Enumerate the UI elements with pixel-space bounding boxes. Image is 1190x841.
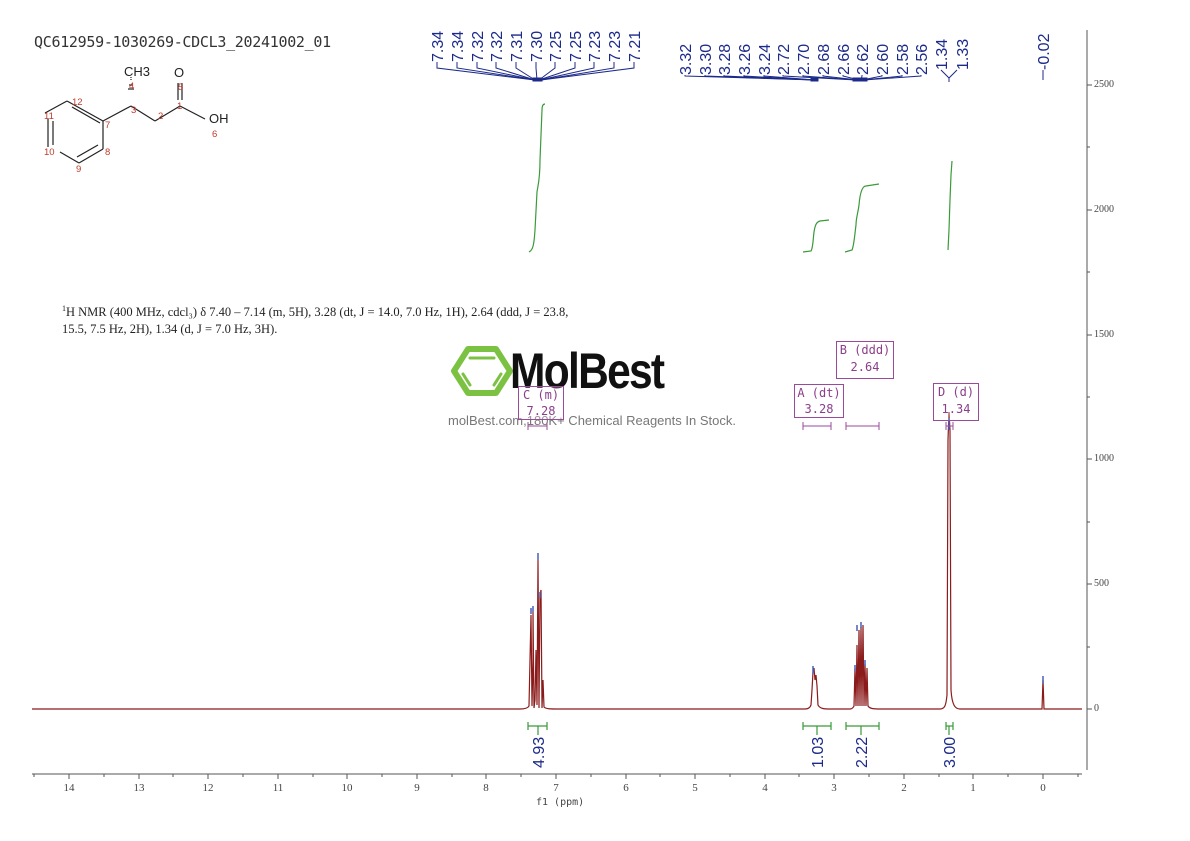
x-tick-8: 8 bbox=[483, 782, 489, 794]
x-tick-4: 4 bbox=[762, 782, 768, 794]
svg-text:7.34: 7.34 bbox=[450, 31, 467, 62]
multiplet-box-c: C (m) 7.28 bbox=[518, 386, 564, 420]
x-tick-1: 1 bbox=[970, 782, 976, 794]
x-tick-13: 13 bbox=[133, 782, 145, 794]
multiplet-box-a: A (dt) 3.28 bbox=[794, 384, 844, 418]
x-tick-9: 9 bbox=[414, 782, 420, 794]
x-axis-label: f1 (ppm) bbox=[536, 797, 585, 808]
svg-text:5: 5 bbox=[178, 82, 183, 93]
svg-text:2.56: 2.56 bbox=[914, 44, 931, 75]
nmr-description-line2: 15.5, 7.5 Hz, 2H), 1.34 (d, J = 7.0 Hz, … bbox=[62, 322, 278, 337]
svg-text:12: 12 bbox=[72, 97, 83, 108]
svg-text:7.21: 7.21 bbox=[627, 31, 644, 62]
x-tick-5: 5 bbox=[692, 782, 698, 794]
oxygen-label: O bbox=[174, 65, 184, 80]
multiplet-box-b: B (ddd) 2.64 bbox=[836, 341, 894, 379]
oh-label: OH bbox=[209, 111, 229, 126]
svg-text:3.30: 3.30 bbox=[698, 44, 715, 75]
svg-text:3.32: 3.32 bbox=[678, 44, 695, 75]
svg-text:3.28: 3.28 bbox=[717, 44, 734, 75]
multiplet-box-d: D (d) 1.34 bbox=[933, 383, 979, 421]
svg-text:4: 4 bbox=[129, 81, 134, 92]
peak-markers bbox=[530, 418, 1044, 684]
svg-text:7: 7 bbox=[105, 120, 110, 131]
svg-text:7.32: 7.32 bbox=[470, 31, 487, 62]
x-tick-2: 2 bbox=[901, 782, 907, 794]
chemical-structure: CH3 O OH 1 2 3 4 5 6 7 8 9 10 11 12 bbox=[44, 64, 229, 175]
multiplet-brackets bbox=[527, 422, 954, 430]
svg-text:7.23: 7.23 bbox=[607, 31, 624, 62]
svg-text:7.34: 7.34 bbox=[430, 31, 447, 62]
peak-leader-lines-aliphatic bbox=[684, 69, 1044, 82]
svg-text:9: 9 bbox=[76, 164, 81, 175]
x-tick-0: 0 bbox=[1040, 782, 1046, 794]
sample-title: QC612959-1030269-CDCL3_20241002_01 bbox=[34, 33, 331, 51]
svg-text:7.25: 7.25 bbox=[568, 31, 585, 62]
nmr-description-line1: H NMR (400 MHz, cdcl₃) δ 7.40 – 7.14 (m,… bbox=[66, 305, 569, 320]
svg-text:2.70: 2.70 bbox=[796, 44, 813, 75]
svg-text:11: 11 bbox=[44, 111, 54, 122]
peak-label-text: 7.34 7.34 7.32 7.32 7.31 7.30 7.25 7.25 … bbox=[430, 31, 1053, 75]
svg-text:6: 6 bbox=[212, 129, 217, 140]
y-tick-2500: 2500 bbox=[1094, 79, 1114, 90]
y-tick-1500: 1500 bbox=[1094, 329, 1114, 340]
svg-text:10: 10 bbox=[44, 147, 55, 158]
x-tick-10: 10 bbox=[341, 782, 353, 794]
svg-text:2.66: 2.66 bbox=[836, 44, 853, 75]
molbest-tagline: molBest.com,180K+ Chemical Reagents In S… bbox=[448, 413, 736, 428]
integral-curves bbox=[528, 103, 953, 253]
svg-text:3.24: 3.24 bbox=[757, 44, 774, 75]
svg-text:7.31: 7.31 bbox=[509, 31, 526, 62]
x-tick-6: 6 bbox=[623, 782, 629, 794]
x-axis bbox=[32, 773, 1082, 779]
integral-brackets bbox=[527, 722, 954, 735]
svg-text:1: 1 bbox=[177, 101, 182, 112]
spectrum-trace bbox=[32, 411, 1082, 710]
x-tick-14: 14 bbox=[63, 782, 75, 794]
svg-text:2.58: 2.58 bbox=[895, 44, 912, 75]
molbest-logo-icon bbox=[451, 346, 513, 396]
svg-text:7.32: 7.32 bbox=[489, 31, 506, 62]
y-axis bbox=[1086, 30, 1092, 770]
svg-text:-0.02: -0.02 bbox=[1036, 33, 1053, 70]
svg-text:3: 3 bbox=[131, 105, 136, 116]
y-tick-0: 0 bbox=[1094, 703, 1099, 714]
x-tick-3: 3 bbox=[831, 782, 837, 794]
y-tick-2000: 2000 bbox=[1094, 204, 1114, 215]
svg-text:7.23: 7.23 bbox=[587, 31, 604, 62]
svg-text:1.33: 1.33 bbox=[955, 39, 972, 70]
y-tick-1000: 1000 bbox=[1094, 453, 1114, 464]
svg-text:8: 8 bbox=[105, 147, 110, 158]
x-tick-7: 7 bbox=[553, 782, 559, 794]
nmr-description: 1H NMR (400 MHz, cdcl₃) δ 7.40 – 7.14 (m… bbox=[62, 300, 622, 338]
svg-text:2: 2 bbox=[158, 111, 163, 122]
x-tick-11: 11 bbox=[272, 782, 284, 794]
svg-text:7.25: 7.25 bbox=[548, 31, 565, 62]
y-tick-500: 500 bbox=[1094, 578, 1109, 589]
svg-text:2.68: 2.68 bbox=[816, 44, 833, 75]
svg-text:7.30: 7.30 bbox=[529, 31, 546, 62]
svg-text:2.60: 2.60 bbox=[875, 44, 892, 75]
ch3-label: CH3 bbox=[124, 64, 150, 79]
svg-text:2.72: 2.72 bbox=[776, 44, 793, 75]
molbest-brand: MolBest bbox=[510, 343, 665, 399]
peak-leader-lines-aromatic bbox=[436, 62, 635, 82]
svg-text:2.62: 2.62 bbox=[855, 44, 872, 75]
svg-text:3.26: 3.26 bbox=[737, 44, 754, 75]
svg-text:1.34: 1.34 bbox=[934, 39, 951, 70]
x-tick-12: 12 bbox=[202, 782, 214, 794]
